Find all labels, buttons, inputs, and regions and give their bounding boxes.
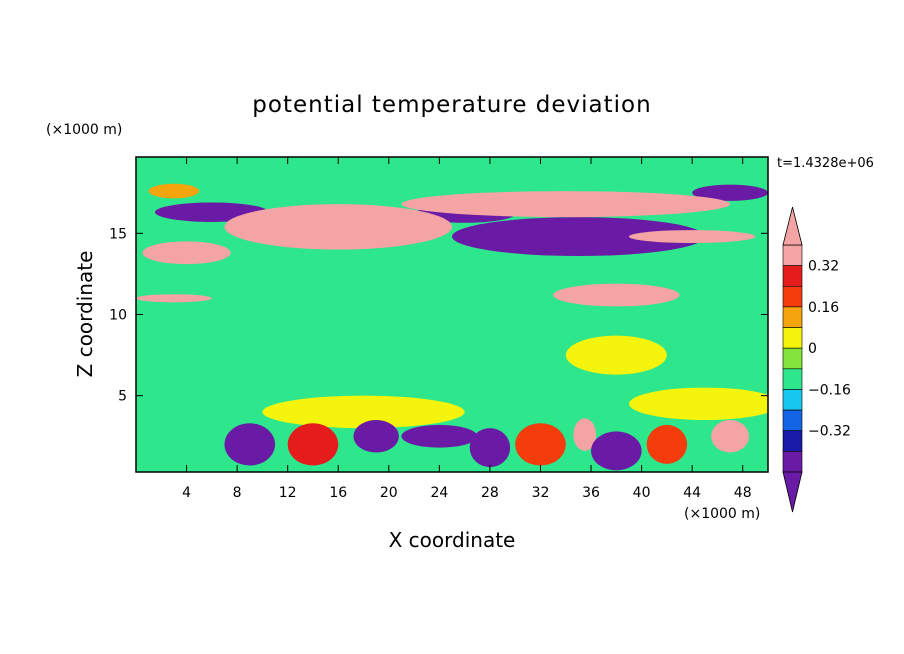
colorbar-under-arrow (782, 471, 803, 513)
colorbar-swatch (782, 306, 803, 328)
colorbar-label: 0.16 (808, 300, 839, 316)
contour-blob (136, 294, 212, 303)
contour-blob (591, 431, 642, 471)
x-tick-label: 20 (380, 485, 398, 501)
contour-blob (262, 395, 465, 429)
time-label: t=1.4328e+06 (777, 156, 874, 171)
colorbar-swatch (782, 265, 803, 287)
contour-blob (692, 184, 768, 201)
contour-blob (469, 428, 511, 468)
contour-blob (287, 423, 339, 466)
x-axis: 4 8 12 16 20 24 28 32 36 40 44 48 (182, 157, 752, 501)
chart-title: potential temperature deviation (252, 92, 651, 118)
colorbar-label: −0.16 (808, 382, 851, 398)
y-tick-label: 10 (109, 308, 127, 324)
contour-blob (353, 420, 399, 453)
contour-blob (142, 241, 231, 265)
x-tick-label: 32 (532, 485, 550, 501)
contour-blob (401, 191, 731, 218)
colorbar-swatch (782, 327, 803, 349)
x-tick-label: 16 (329, 485, 347, 501)
contour-blob (148, 183, 200, 199)
contour-blob (565, 335, 667, 375)
x-tick-label: 4 (182, 485, 191, 501)
colorbar-swatch (782, 347, 803, 370)
colorbar-label: 0.32 (808, 259, 839, 275)
colorbar: 0.32 0.16 0 −0.16 −0.32 (782, 206, 851, 513)
contour-blob (401, 424, 478, 448)
colorbar-swatch (782, 430, 803, 452)
y-tick-label: 15 (109, 226, 127, 242)
colorbar-label: −0.32 (808, 424, 851, 440)
colorbar-swatch (782, 244, 803, 266)
colorbar-swatch (782, 285, 803, 308)
y-unit-label: (×1000 m) (46, 122, 122, 138)
contour-blob (515, 423, 566, 466)
x-tick-label: 28 (481, 485, 499, 501)
y-axis: 5 10 15 (109, 226, 768, 405)
y-axis-label: Z coordinate (73, 251, 97, 378)
colorbar-label: 0 (808, 341, 817, 357)
x-tick-label: 12 (279, 485, 297, 501)
x-tick-label: 24 (430, 485, 448, 501)
x-tick-label: 8 (233, 485, 242, 501)
colorbar-swatch (782, 389, 803, 411)
colorbar-over-arrow (782, 206, 803, 246)
x-tick-label: 36 (582, 485, 600, 501)
contour-blob (224, 204, 452, 250)
colorbar-swatch (782, 368, 803, 390)
contour-field (136, 183, 768, 471)
x-tick-label: 44 (683, 485, 701, 501)
contour-blob (553, 283, 680, 307)
colorbar-swatch (782, 451, 803, 473)
contour-blob (628, 230, 756, 244)
x-axis-label: X coordinate (389, 528, 516, 552)
y-tick-label: 5 (118, 389, 127, 405)
contour-blob (224, 423, 276, 466)
contour-blob (711, 420, 750, 453)
colorbar-swatch (782, 409, 803, 432)
x-tick-label: 48 (734, 485, 752, 501)
x-unit-label: (×1000 m) (684, 506, 760, 522)
contour-blob (452, 217, 705, 257)
contour-blob (628, 387, 768, 421)
x-tick-label: 40 (633, 485, 651, 501)
contour-blob (646, 424, 688, 464)
contour-blob (573, 418, 597, 451)
plot-area (135, 156, 769, 473)
